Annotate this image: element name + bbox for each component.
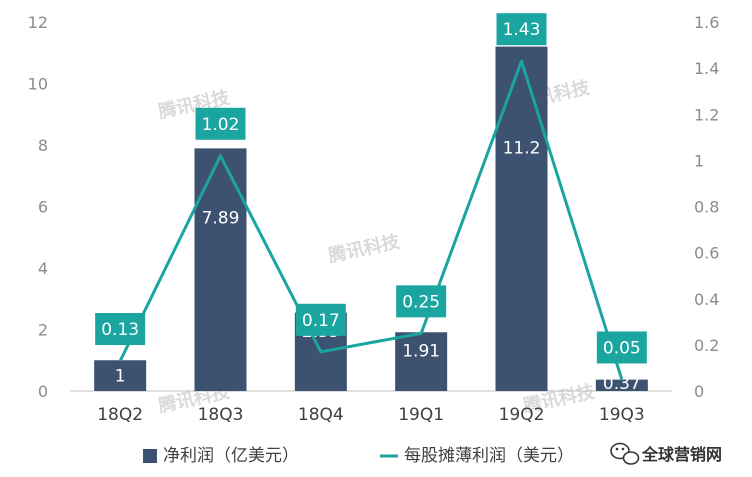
bar-value-label: 11.2: [503, 138, 541, 158]
line-label-box: [596, 331, 647, 364]
line-label-box: [295, 303, 346, 336]
category-label: 19Q2: [499, 405, 545, 425]
left-tick-label: 6: [38, 198, 48, 217]
left-tick-label: 0: [38, 382, 48, 401]
bar-value-label: 1: [115, 367, 126, 387]
line-value-label: 0.05: [603, 338, 641, 358]
right-tick-label: 1.6: [694, 13, 719, 32]
category-label: 19Q1: [398, 405, 444, 425]
bar-value-label: 7.89: [202, 209, 240, 229]
legend-bar-swatch: [143, 449, 157, 463]
bar: [595, 379, 648, 391]
bar: [495, 46, 548, 391]
left-axis-ticks: 0 2 4 6 8 10 12: [28, 13, 48, 401]
watermark-text: 腾讯科技: [326, 230, 402, 267]
right-tick-label: 0.4: [694, 290, 719, 309]
line-label-box: [95, 313, 146, 346]
line-value-label: 0.25: [402, 292, 440, 312]
line-label-box: [496, 13, 547, 46]
right-tick-label: 0.2: [694, 336, 719, 355]
bar: [194, 148, 247, 391]
legend-line-label: 每股摊薄利润（美元）: [404, 446, 574, 466]
left-tick-label: 8: [38, 136, 48, 155]
legend: 净利润（亿美元） 每股摊薄利润（美元）: [143, 446, 574, 466]
bar: [94, 360, 147, 391]
eps-line: [118, 59, 624, 380]
bar: [395, 332, 448, 391]
brand-badge: 全球营销网: [610, 442, 722, 465]
legend-bar-label: 净利润（亿美元）: [163, 446, 299, 466]
line-value-label: 0.13: [101, 320, 139, 340]
right-axis-ticks: 0 0.2 0.4 0.6 0.8 1 1.2 1.4 1.6: [694, 13, 719, 401]
right-tick-label: 0.6: [694, 244, 719, 263]
category-label: 18Q2: [97, 405, 143, 425]
category-label: 19Q3: [599, 405, 645, 425]
right-tick-label: 1.4: [694, 59, 719, 78]
bar-value-label: 0.37: [603, 374, 641, 394]
category-label: 18Q4: [298, 405, 344, 425]
right-tick-label: 0.8: [694, 198, 719, 217]
brand-name: 全球营销网: [641, 445, 722, 464]
line-label-box: [396, 285, 447, 318]
line-value-label: 0.17: [302, 311, 340, 331]
right-tick-label: 1.2: [694, 105, 719, 124]
line-label-box: [195, 107, 246, 140]
category-label: 18Q3: [198, 405, 244, 425]
right-tick-label: 1: [694, 151, 704, 170]
line-value-label: 1.02: [202, 115, 240, 135]
left-tick-label: 12: [28, 13, 48, 32]
line-labels: 0.13 1.02 0.17 0.25 1.43 0.05: [95, 13, 647, 364]
category-labels: 18Q2 18Q3 18Q4 19Q1 19Q2 19Q3: [97, 405, 645, 425]
left-tick-label: 2: [38, 321, 48, 340]
left-tick-label: 10: [28, 75, 48, 94]
right-tick-label: 0: [694, 382, 704, 401]
left-tick-label: 4: [38, 259, 48, 278]
line-value-label: 1.43: [503, 20, 541, 40]
bars: [94, 46, 648, 391]
bar-value-label: 1.91: [402, 341, 440, 361]
wechat-icon: [610, 442, 640, 465]
